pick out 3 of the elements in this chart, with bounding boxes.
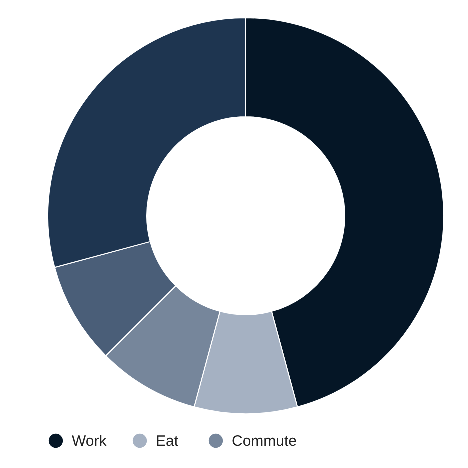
legend-label: Work bbox=[72, 433, 108, 450]
legend-label: Eat bbox=[156, 433, 180, 450]
legend-label: Commute bbox=[232, 433, 298, 450]
